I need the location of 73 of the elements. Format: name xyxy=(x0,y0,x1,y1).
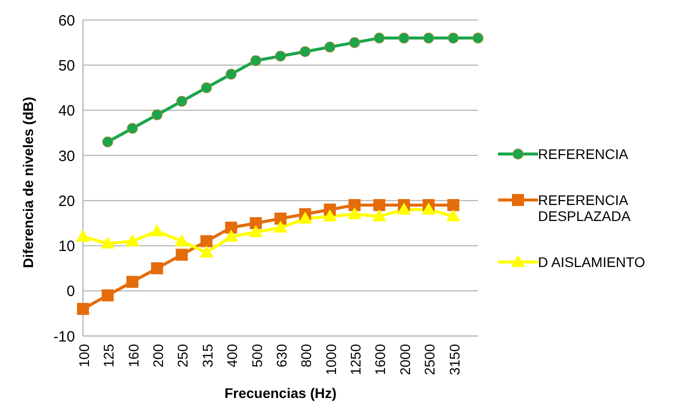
legend-label: REFERENCIA xyxy=(538,146,630,162)
point xyxy=(472,32,484,44)
x-tick-label: 315 xyxy=(199,344,216,368)
point xyxy=(174,234,189,246)
point xyxy=(225,222,238,234)
point xyxy=(201,82,212,94)
point xyxy=(372,209,386,222)
point xyxy=(274,212,286,225)
point xyxy=(398,32,410,44)
point xyxy=(322,209,337,222)
point xyxy=(125,234,140,246)
point xyxy=(396,202,411,215)
point xyxy=(102,289,114,302)
x-axis-title: Frecuencias (Hz) xyxy=(224,385,337,401)
point xyxy=(374,32,385,44)
point xyxy=(300,46,311,57)
x-tick-label: 1000 xyxy=(322,344,339,376)
x-tick-label: 400 xyxy=(224,344,240,368)
x-tick-label: 630 xyxy=(273,344,290,368)
point xyxy=(151,262,164,274)
y-tick-label: 20 xyxy=(58,192,75,210)
point xyxy=(446,209,460,222)
legend-label: REFERENCIA DESPLAZADA xyxy=(538,192,632,224)
point xyxy=(200,235,212,248)
point xyxy=(447,199,460,212)
x-tick-label: 160 xyxy=(125,344,142,368)
legend-label: D AISLAMIENTO xyxy=(538,254,646,270)
y-tick-label: 50 xyxy=(58,57,75,74)
y-tick-label: 40 xyxy=(58,102,75,120)
point xyxy=(422,202,436,215)
point xyxy=(176,248,188,261)
point xyxy=(126,276,138,288)
y-tick-label: 60 xyxy=(58,12,75,30)
point xyxy=(423,32,434,44)
y-tick-label: 0 xyxy=(66,283,75,300)
x-tick-label: 3150 xyxy=(446,344,462,376)
point xyxy=(226,68,237,80)
y-tick-label: -10 xyxy=(53,328,75,346)
point xyxy=(176,96,188,107)
y-tick-label: 30 xyxy=(58,148,75,165)
x-tick-label: 2000 xyxy=(396,344,413,376)
x-tick-label: 100 xyxy=(76,344,92,368)
x-tick-label: 125 xyxy=(100,344,117,368)
x-tick-label: 2500 xyxy=(422,344,438,376)
y-axis-title: Diferencia de niveles (dB) xyxy=(20,96,36,268)
point xyxy=(250,55,262,66)
point xyxy=(76,230,90,242)
point xyxy=(348,199,361,212)
point xyxy=(298,212,312,224)
x-tick-label: 250 xyxy=(174,344,191,368)
x-tick-label: 200 xyxy=(150,344,166,368)
point xyxy=(274,220,288,233)
point xyxy=(275,50,286,62)
point xyxy=(248,225,263,238)
point xyxy=(448,32,459,44)
point xyxy=(152,109,162,120)
point xyxy=(250,217,262,230)
point xyxy=(224,230,238,242)
x-tick-label: 1600 xyxy=(372,344,388,376)
y-tick-label: 10 xyxy=(58,238,75,256)
point xyxy=(324,42,336,52)
point xyxy=(349,37,360,48)
point xyxy=(199,245,214,258)
point xyxy=(373,199,386,212)
point xyxy=(348,207,362,220)
point xyxy=(100,236,115,248)
x-tick-label: 500 xyxy=(248,344,265,368)
point xyxy=(77,302,89,315)
x-tick-label: 800 xyxy=(298,344,314,368)
point xyxy=(150,224,164,236)
point xyxy=(102,136,114,148)
point xyxy=(126,122,138,134)
x-tick-label: 1250 xyxy=(348,344,364,376)
